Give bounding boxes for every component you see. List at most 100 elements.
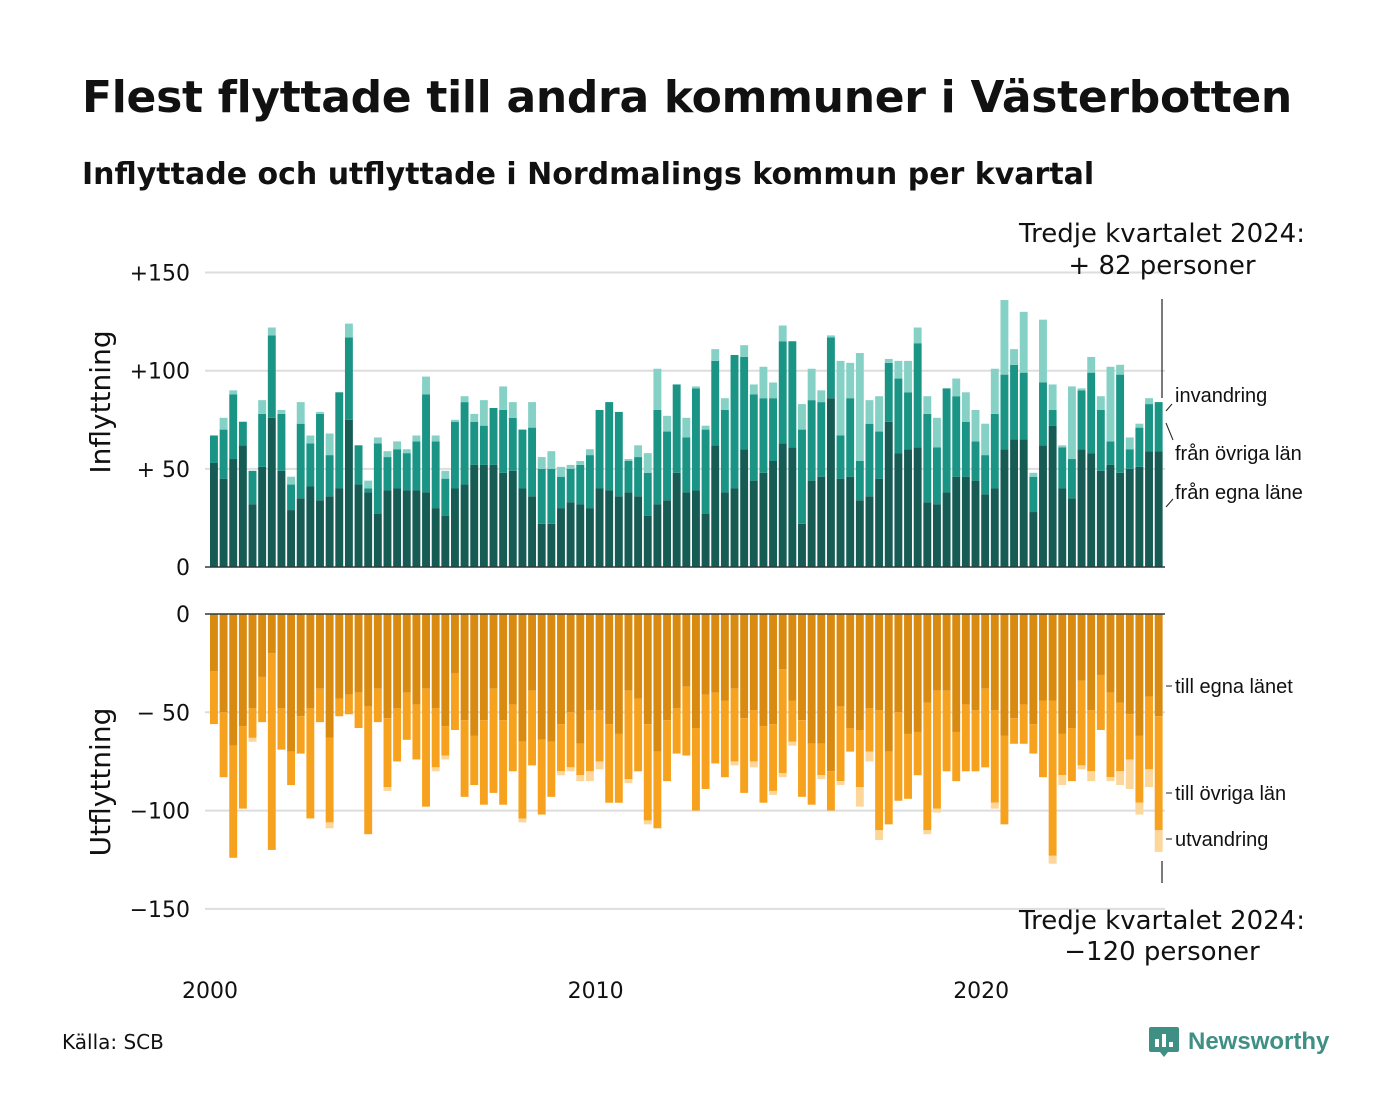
bar-out-till-ovriga-lan — [1096, 674, 1105, 730]
bar-out-till-egna-lanet — [287, 614, 296, 752]
bar-in-fran-egna-lanet — [788, 447, 797, 567]
bar-in-invandring — [306, 435, 315, 444]
bar-in-fran-ovriga-lan — [316, 413, 324, 501]
bar-out-till-ovriga-lan — [306, 708, 315, 819]
bar-in-invandring — [219, 417, 228, 430]
bar-out-utvandring — [518, 818, 527, 823]
bar-in-fran-egna-lanet — [769, 460, 778, 567]
bar-in-fran-egna-lanet — [672, 472, 681, 567]
newsworthy-logo-icon — [1149, 1027, 1179, 1057]
bar-in-fran-egna-lanet — [499, 472, 508, 567]
bar-in-fran-ovriga-lan — [913, 343, 922, 448]
bar-out-till-egna-lanet — [807, 614, 816, 744]
bar-in-fran-ovriga-lan — [470, 421, 479, 465]
bar-in-fran-egna-lanet — [402, 490, 411, 567]
y-tick-label-out: −150 — [130, 898, 190, 923]
bar-in-invandring — [740, 345, 749, 357]
bar-out-till-egna-lanet — [711, 614, 720, 693]
bar-out-utvandring — [1145, 769, 1153, 788]
bar-in-fran-egna-lanet — [643, 515, 652, 567]
bar-in-fran-egna-lanet — [1029, 512, 1038, 567]
bar-out-till-egna-lanet — [267, 614, 276, 654]
bar-out-till-egna-lanet — [460, 614, 469, 721]
bar-out-till-ovriga-lan — [826, 771, 835, 811]
bar-out-utvandring — [865, 751, 874, 762]
bar-in-fran-egna-lanet — [470, 464, 479, 567]
bar-out-till-egna-lanet — [759, 614, 768, 727]
bar-in-fran-ovriga-lan — [1039, 382, 1047, 446]
bar-in-invandring — [460, 396, 469, 403]
bar-out-till-egna-lanet — [952, 614, 961, 732]
bar-out-till-ovriga-lan — [422, 688, 430, 807]
bar-in-fran-ovriga-lan — [769, 398, 778, 461]
bar-in-fran-ovriga-lan — [267, 335, 276, 418]
bar-out-till-ovriga-lan — [451, 672, 459, 730]
bar-out-till-egna-lanet — [740, 614, 749, 719]
bar-in-fran-egna-lanet — [518, 488, 527, 567]
bar-in-fran-egna-lanet — [865, 496, 874, 567]
bar-out-till-egna-lanet — [1048, 614, 1057, 701]
bar-out-till-egna-lanet — [1116, 614, 1125, 703]
bar-in-invandring — [1087, 356, 1096, 373]
bar-in-fran-ovriga-lan — [306, 443, 315, 487]
bar-in-fran-egna-lanet — [585, 508, 594, 567]
bar-in-fran-ovriga-lan — [576, 464, 585, 505]
bar-in-fran-egna-lanet — [817, 476, 826, 567]
bar-out-till-egna-lanet — [961, 614, 970, 705]
bar-in-fran-egna-lanet — [894, 453, 903, 567]
bar-in-fran-ovriga-lan — [364, 488, 373, 493]
bar-in-fran-ovriga-lan — [740, 356, 749, 450]
bar-out-till-ovriga-lan — [894, 712, 903, 801]
callout-bottom-line1: Tredje kvartalet 2024: — [1018, 906, 1305, 936]
bar-in-fran-egna-lanet — [219, 478, 228, 567]
bar-out-till-egna-lanet — [826, 614, 835, 772]
bar-in-fran-ovriga-lan — [1048, 409, 1057, 426]
bar-in-invandring — [778, 325, 787, 342]
bar-out-utvandring — [1058, 775, 1067, 786]
bar-in-invandring — [817, 390, 826, 403]
bar-in-invandring — [422, 376, 430, 395]
bar-out-utvandring — [1154, 830, 1163, 852]
bar-in-invandring — [624, 459, 633, 461]
bar-in-invandring — [701, 425, 710, 430]
bar-out-till-egna-lanet — [1077, 614, 1086, 681]
bar-out-till-egna-lanet — [817, 614, 826, 744]
bar-in-fran-ovriga-lan — [1067, 459, 1076, 499]
bar-in-fran-ovriga-lan — [325, 455, 334, 497]
bar-in-fran-ovriga-lan — [296, 423, 305, 499]
series-leader-fran-egna-lane — [1165, 498, 1174, 508]
bar-out-till-egna-lanet — [1145, 614, 1153, 697]
bar-in-invandring — [875, 396, 884, 432]
bar-in-fran-egna-lanet — [451, 488, 459, 567]
y-tick-label-out: − 50 — [137, 701, 190, 726]
bar-in-fran-egna-lanet — [923, 502, 932, 567]
chart-subtitle: Inflyttade och utflyttade i Nordmalings … — [82, 157, 1095, 192]
bar-out-till-ovriga-lan — [634, 698, 643, 772]
bar-in-fran-egna-lanet — [422, 492, 430, 567]
bar-out-till-egna-lanet — [354, 614, 363, 693]
bar-in-invandring — [325, 433, 334, 456]
bar-out-till-egna-lanet — [624, 614, 633, 691]
bar-in-fran-ovriga-lan — [229, 394, 238, 460]
x-tick-label: 2000 — [182, 979, 238, 1004]
bar-in-fran-egna-lanet — [942, 492, 951, 567]
bar-out-utvandring — [1087, 771, 1096, 782]
bar-out-till-ovriga-lan — [990, 710, 999, 803]
bar-out-till-egna-lanet — [904, 614, 912, 734]
bar-out-till-ovriga-lan — [296, 716, 305, 754]
bar-in-invandring — [508, 402, 517, 418]
bar-in-invandring — [431, 435, 440, 442]
callout-bottom-line2: −120 personer — [1064, 937, 1260, 967]
callout-top-line2: + 82 personer — [1068, 251, 1256, 281]
bar-in-fran-ovriga-lan — [904, 392, 912, 450]
bar-out-utvandring — [576, 775, 585, 782]
bar-in-fran-ovriga-lan — [1116, 374, 1125, 473]
bar-out-till-ovriga-lan — [1116, 702, 1125, 772]
bar-in-fran-ovriga-lan — [499, 409, 508, 473]
bar-out-till-egna-lanet — [393, 614, 402, 709]
bar-in-invandring — [1106, 366, 1115, 442]
bar-in-fran-ovriga-lan — [807, 400, 816, 481]
bar-in-fran-ovriga-lan — [826, 337, 835, 399]
bar-out-till-ovriga-lan — [258, 676, 267, 723]
bar-out-till-ovriga-lan — [325, 737, 334, 823]
